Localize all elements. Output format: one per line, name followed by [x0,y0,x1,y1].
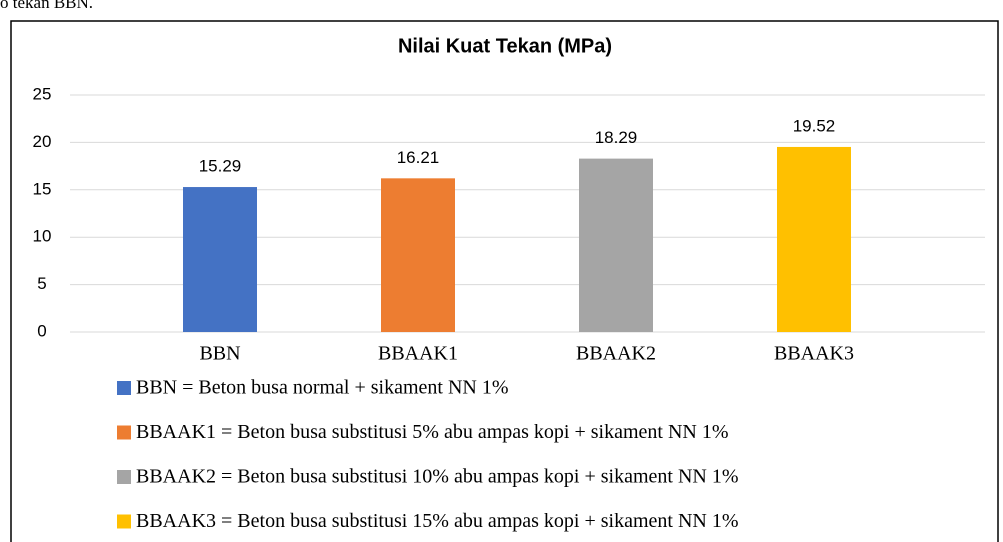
legend-swatch [117,470,131,484]
legend-label: BBAAK2 = Beton busa substitusi 10% abu a… [136,466,739,488]
data-label: 19.52 [793,116,836,135]
chart-title: Nilai Kuat Tekan (MPa) [398,35,612,57]
data-label: 16.21 [397,148,440,167]
x-tick-label: BBN [199,343,240,365]
bar [381,178,455,332]
x-tick-label: BBAAK3 [774,343,854,365]
legend-swatch [117,514,131,529]
legend-swatch [117,425,131,440]
page-text: o tekan BBN. [0,0,93,12]
y-tick-label: 15 [33,179,52,198]
data-label: 18.29 [595,128,638,147]
legend-swatch [117,381,131,395]
bar [777,146,851,332]
chart-frame [10,20,999,542]
legend-label: BBN = Beton busa normal + sikament NN 1% [136,377,509,399]
y-tick-label: 25 [33,84,52,103]
bar [579,158,653,332]
y-tick-label: 0 [37,321,46,340]
y-tick-label: 5 [37,274,46,293]
y-tick-label: 10 [33,227,52,246]
legend-label: BBAAK3 = Beton busa substitusi 15% abu a… [136,510,739,532]
y-tick-label: 20 [33,132,52,151]
x-tick-label: BBAAK2 [576,343,656,365]
bar [183,187,257,332]
x-tick-label: BBAAK1 [378,343,458,365]
legend-label: BBAAK1 = Beton busa substitusi 5% abu am… [136,421,729,443]
data-label: 15.29 [199,157,242,176]
